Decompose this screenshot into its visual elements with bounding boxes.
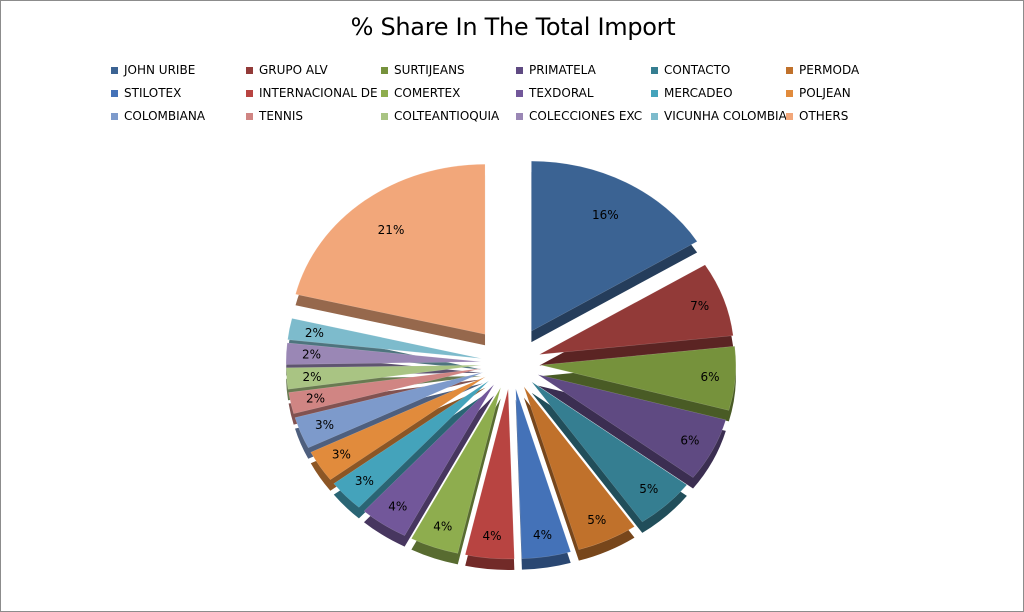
legend-label: POLJEAN bbox=[799, 86, 851, 100]
slice-data-label: 21% bbox=[378, 223, 405, 237]
pie-slice bbox=[287, 318, 482, 359]
pie-slice bbox=[464, 388, 515, 560]
legend-swatch bbox=[381, 89, 388, 97]
legend-swatch bbox=[651, 89, 658, 97]
pie-slice bbox=[333, 380, 490, 508]
slice-data-label: 2% bbox=[305, 326, 324, 340]
legend-label: COLTEANTIOQUIA bbox=[394, 109, 500, 123]
legend-swatch bbox=[246, 66, 253, 74]
legend-swatch bbox=[246, 112, 253, 120]
legend-item: COLECCIONES EXC bbox=[516, 107, 642, 125]
pie-slice bbox=[295, 164, 486, 335]
legend-item: TENNIS bbox=[246, 107, 303, 125]
slice-data-label: 3% bbox=[355, 474, 374, 488]
legend-label: PERMODA bbox=[799, 63, 860, 77]
legend-swatch bbox=[786, 66, 793, 74]
pie-slice bbox=[539, 264, 734, 355]
legend-label: STILOTEX bbox=[124, 86, 182, 100]
legend-label: GRUPO ALV bbox=[259, 63, 328, 77]
legend-label: JOHN URIBE bbox=[124, 63, 196, 77]
slice-data-label: 2% bbox=[306, 392, 325, 406]
legend-item: COMERTEX bbox=[381, 84, 460, 102]
legend-label: TENNIS bbox=[259, 109, 304, 123]
legend-label: PRIMATELA bbox=[529, 63, 596, 77]
legend-label: SURTIJEANS bbox=[394, 63, 465, 77]
slice-data-label: 4% bbox=[433, 520, 452, 534]
slice-data-label: 2% bbox=[302, 348, 321, 362]
legend-item: GRUPO ALV bbox=[246, 61, 328, 79]
legend-label: VICUNHA COLOMBIA bbox=[664, 109, 787, 123]
slice-data-label: 2% bbox=[302, 370, 321, 384]
legend-item: TEXDORAL bbox=[516, 84, 594, 102]
pie-slice bbox=[411, 387, 501, 554]
pie-slice bbox=[537, 374, 727, 478]
legend-item: POLJEAN bbox=[786, 84, 851, 102]
legend-item: INTERNACIONAL DE bbox=[246, 84, 378, 102]
legend-label: TEXDORAL bbox=[529, 86, 594, 100]
legend-label: INTERNACIONAL DE bbox=[259, 86, 378, 100]
legend-swatch bbox=[516, 66, 523, 74]
legend-swatch bbox=[111, 66, 118, 74]
legend-item: CONTACTO bbox=[651, 61, 730, 79]
pie-slice bbox=[288, 368, 482, 414]
legend-swatch bbox=[516, 112, 523, 120]
slice-data-label: 4% bbox=[482, 529, 501, 543]
legend-item: MERCADEO bbox=[651, 84, 733, 102]
legend-swatch bbox=[381, 66, 388, 74]
legend-label: COMERTEX bbox=[394, 86, 461, 100]
legend-swatch bbox=[246, 89, 253, 97]
slice-data-label: 4% bbox=[533, 528, 552, 542]
legend-label: COLOMBIANA bbox=[124, 109, 206, 123]
pie-slice bbox=[285, 364, 482, 390]
pie-slice bbox=[523, 386, 635, 550]
legend-label: COLECCIONES EXC bbox=[529, 109, 643, 123]
legend-item: COLOMBIANA bbox=[111, 107, 205, 125]
pie-slice bbox=[515, 388, 572, 559]
legend-item: OTHERS bbox=[786, 107, 848, 125]
legend-swatch bbox=[111, 112, 118, 120]
legend-swatch bbox=[381, 112, 388, 120]
legend-label: MERCADEO bbox=[664, 86, 733, 100]
legend-item: VICUNHA COLOMBIA bbox=[651, 107, 787, 125]
pie-slice bbox=[285, 342, 482, 365]
legend-label: OTHERS bbox=[799, 109, 849, 123]
slice-data-label: 16% bbox=[592, 208, 619, 222]
legend-item: JOHN URIBE bbox=[111, 61, 195, 79]
pie-slice bbox=[294, 372, 484, 449]
legend-item: SURTIJEANS bbox=[381, 61, 465, 79]
pie-slice bbox=[531, 160, 698, 332]
slice-data-label: 4% bbox=[388, 499, 407, 513]
slice-data-label: 7% bbox=[690, 299, 709, 313]
slice-data-label: 6% bbox=[700, 370, 719, 384]
legend-item: STILOTEX bbox=[111, 84, 181, 102]
legend-item: PRIMATELA bbox=[516, 61, 596, 79]
slice-data-label: 5% bbox=[587, 513, 606, 527]
pie-slice bbox=[540, 345, 737, 411]
legend-swatch bbox=[651, 66, 658, 74]
legend-swatch bbox=[786, 89, 793, 97]
slice-data-label: 3% bbox=[332, 448, 351, 462]
legend-swatch bbox=[111, 89, 118, 97]
pie-slice bbox=[363, 384, 495, 536]
slice-data-label: 5% bbox=[639, 482, 658, 496]
pie-slice bbox=[310, 376, 486, 481]
legend-swatch bbox=[786, 112, 793, 120]
pie-slice bbox=[531, 381, 688, 523]
legend-swatch bbox=[651, 112, 658, 120]
chart-title: % Share In The Total Import bbox=[350, 13, 676, 41]
legend-item: PERMODA bbox=[786, 61, 859, 79]
slice-data-label: 3% bbox=[315, 418, 334, 432]
slice-data-label: 6% bbox=[680, 433, 699, 447]
legend-swatch bbox=[516, 89, 523, 97]
legend-label: CONTACTO bbox=[664, 63, 731, 77]
legend-item: COLTEANTIOQUIA bbox=[381, 107, 499, 125]
